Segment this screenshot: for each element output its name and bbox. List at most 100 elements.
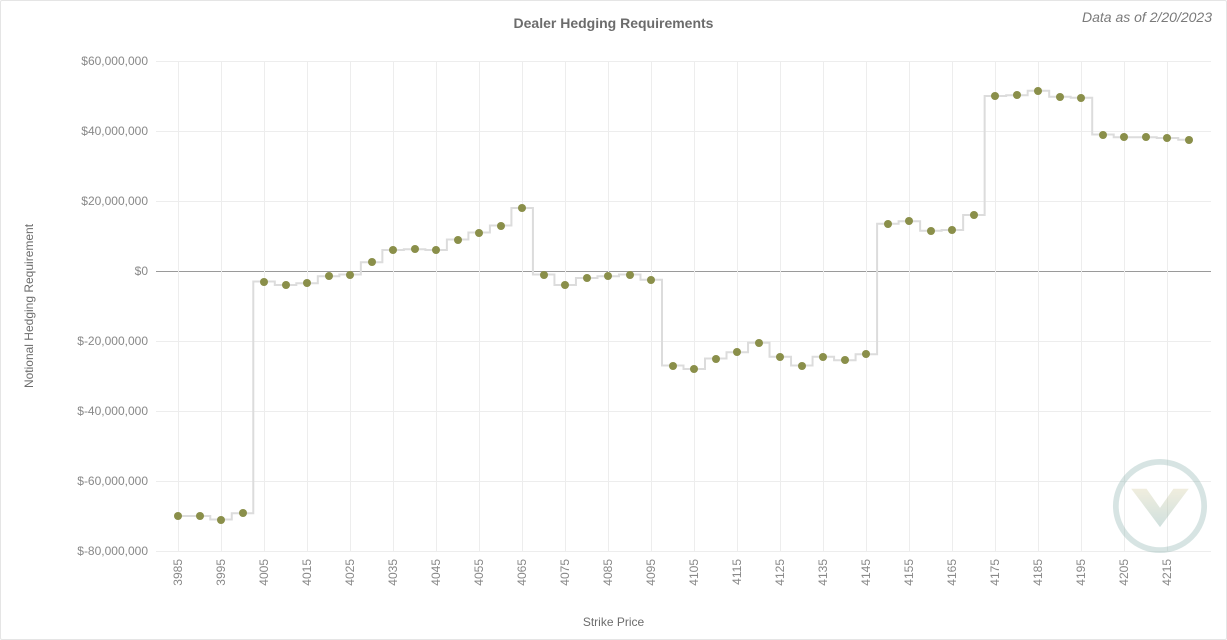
data-point — [1142, 133, 1150, 141]
data-point — [712, 355, 720, 363]
gridline-vertical — [651, 61, 652, 551]
data-point — [303, 279, 311, 287]
data-point — [217, 516, 225, 524]
data-point — [948, 226, 956, 234]
data-point — [690, 365, 698, 373]
data-point — [1185, 136, 1193, 144]
data-point — [776, 353, 784, 361]
gridline-horizontal — [156, 411, 1211, 412]
data-as-of: Data as of 2/20/2023 — [1082, 9, 1212, 25]
x-tick-label: 4145 — [859, 559, 873, 586]
data-point — [733, 348, 741, 356]
gridline-vertical — [221, 61, 222, 551]
data-point — [819, 353, 827, 361]
gridline-vertical — [522, 61, 523, 551]
x-tick-label: 4155 — [902, 559, 916, 586]
gridline-vertical — [393, 61, 394, 551]
x-axis-label: Strike Price — [1, 615, 1226, 629]
data-point — [841, 356, 849, 364]
data-point — [927, 227, 935, 235]
y-tick-label: $-80,000,000 — [77, 544, 148, 558]
data-point — [1013, 91, 1021, 99]
gridline-vertical — [823, 61, 824, 551]
gridline-vertical — [866, 61, 867, 551]
x-tick-label: 4025 — [343, 559, 357, 586]
x-tick-label: 3995 — [214, 559, 228, 586]
gridline-horizontal — [156, 341, 1211, 342]
data-point — [260, 278, 268, 286]
gridline-vertical — [479, 61, 480, 551]
gridline-vertical — [694, 61, 695, 551]
x-tick-label: 4205 — [1117, 559, 1131, 586]
data-point — [475, 229, 483, 237]
x-tick-label: 3985 — [171, 559, 185, 586]
x-tick-label: 4005 — [257, 559, 271, 586]
y-tick-label: $60,000,000 — [81, 54, 148, 68]
data-point — [991, 92, 999, 100]
data-point — [174, 512, 182, 520]
gridline-vertical — [436, 61, 437, 551]
x-tick-label: 4135 — [816, 559, 830, 586]
data-point — [196, 512, 204, 520]
data-point — [669, 362, 677, 370]
data-point — [583, 274, 591, 282]
gridline-vertical — [995, 61, 996, 551]
data-point — [411, 245, 419, 253]
x-tick-label: 4105 — [687, 559, 701, 586]
gridline-horizontal — [156, 61, 1211, 62]
gridline-horizontal — [156, 201, 1211, 202]
x-tick-label: 4015 — [300, 559, 314, 586]
data-point — [884, 220, 892, 228]
x-tick-label: 4165 — [945, 559, 959, 586]
gridline-vertical — [952, 61, 953, 551]
data-point — [604, 272, 612, 280]
data-point — [239, 509, 247, 517]
gridline-vertical — [1081, 61, 1082, 551]
x-tick-label: 4085 — [601, 559, 615, 586]
y-tick-label: $-60,000,000 — [77, 474, 148, 488]
data-point — [368, 258, 376, 266]
data-point — [325, 272, 333, 280]
x-tick-label: 4065 — [515, 559, 529, 586]
data-point — [1056, 93, 1064, 101]
gridline-vertical — [780, 61, 781, 551]
gridline-horizontal — [156, 551, 1211, 552]
gridline-vertical — [1038, 61, 1039, 551]
x-tick-label: 4195 — [1074, 559, 1088, 586]
gridline-vertical — [565, 61, 566, 551]
gridline-vertical — [737, 61, 738, 551]
y-tick-label: $-20,000,000 — [77, 334, 148, 348]
data-point — [497, 222, 505, 230]
data-point — [647, 276, 655, 284]
data-point — [1163, 134, 1171, 142]
x-tick-label: 4095 — [644, 559, 658, 586]
data-point — [1034, 87, 1042, 95]
zero-line — [156, 271, 1211, 272]
data-point — [862, 350, 870, 358]
data-point — [1120, 133, 1128, 141]
data-point — [1077, 94, 1085, 102]
data-point — [454, 236, 462, 244]
data-point — [798, 362, 806, 370]
y-tick-label: $40,000,000 — [81, 124, 148, 138]
gridline-horizontal — [156, 131, 1211, 132]
gridline-horizontal — [156, 481, 1211, 482]
chart-container: Dealer Hedging Requirements Data as of 2… — [0, 0, 1227, 640]
data-point — [389, 246, 397, 254]
y-tick-label: $20,000,000 — [81, 194, 148, 208]
data-point — [540, 271, 548, 279]
gridline-vertical — [608, 61, 609, 551]
x-tick-label: 4125 — [773, 559, 787, 586]
data-point — [432, 246, 440, 254]
data-point — [905, 217, 913, 225]
data-point — [1099, 131, 1107, 139]
data-point — [346, 271, 354, 279]
x-tick-label: 4215 — [1160, 559, 1174, 586]
data-point — [970, 211, 978, 219]
x-tick-label: 4115 — [730, 559, 744, 585]
plot-area: $60,000,000$40,000,000$20,000,000$0$-20,… — [156, 61, 1211, 551]
chart-title: Dealer Hedging Requirements — [1, 15, 1226, 31]
x-tick-label: 4175 — [988, 559, 1002, 586]
data-point — [626, 271, 634, 279]
gridline-vertical — [350, 61, 351, 551]
